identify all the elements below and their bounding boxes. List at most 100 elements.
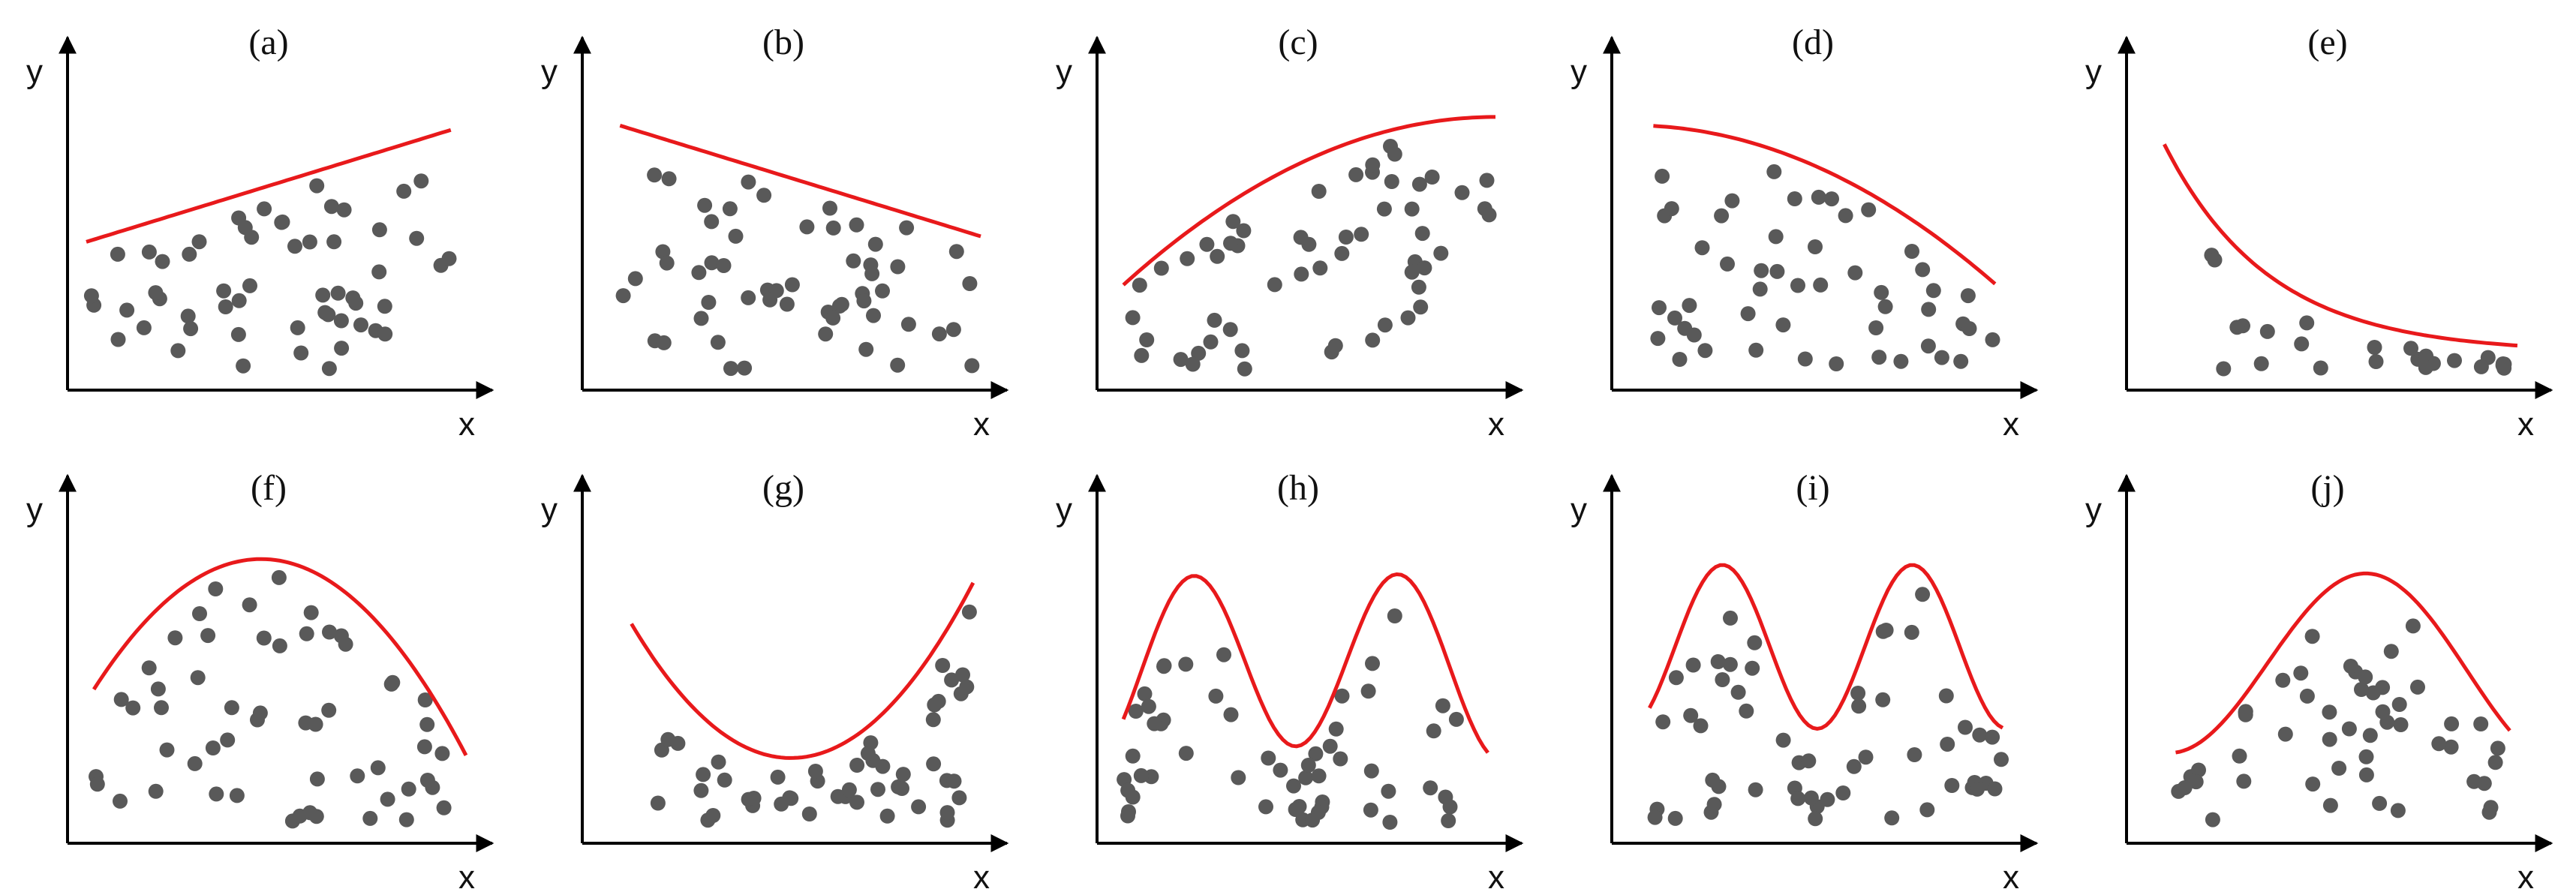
data-point	[396, 183, 412, 199]
data-point	[334, 341, 350, 356]
data-point	[722, 201, 738, 217]
panel-f: (f) y x	[26, 468, 494, 892]
data-point	[398, 812, 414, 827]
data-point	[2322, 704, 2337, 720]
data-point	[1404, 201, 1420, 217]
data-point	[148, 783, 164, 799]
data-point	[1724, 193, 1740, 209]
data-point	[1904, 244, 1919, 259]
data-point	[272, 638, 287, 653]
data-point	[380, 791, 395, 807]
x-axis-label: x	[2517, 406, 2534, 443]
data-point	[1128, 704, 1144, 719]
data-point	[1730, 684, 1746, 700]
data-point	[856, 293, 872, 309]
data-point	[1267, 277, 1282, 293]
data-point	[1846, 758, 1862, 774]
panel-title: (d)	[1792, 23, 1834, 62]
data-point	[2403, 341, 2418, 356]
data-point	[834, 296, 849, 312]
data-point	[205, 740, 221, 755]
y-axis-label: y	[541, 491, 558, 528]
panel-h: (h) y x	[1056, 468, 1524, 892]
data-point	[2354, 682, 2369, 697]
data-point	[2476, 776, 2492, 791]
data-point	[290, 320, 305, 335]
data-point	[1847, 265, 1863, 281]
data-point	[801, 806, 817, 821]
data-point	[1173, 352, 1189, 368]
data-point	[961, 604, 977, 620]
data-point	[83, 288, 99, 304]
data-point	[200, 628, 216, 644]
data-point	[2238, 707, 2253, 722]
data-point	[1137, 686, 1153, 701]
data-point	[895, 767, 911, 782]
data-point	[784, 277, 800, 293]
data-point	[627, 271, 643, 287]
data-point	[1404, 264, 1420, 280]
data-point	[1745, 660, 1760, 676]
data-point	[2253, 356, 2269, 371]
x-axis-label: x	[458, 859, 475, 892]
data-point	[417, 692, 433, 707]
data-point	[1223, 236, 1238, 251]
data-point	[1748, 342, 1764, 358]
data-point	[1705, 772, 1721, 788]
data-point	[1706, 797, 1722, 812]
data-point	[799, 219, 815, 235]
data-point	[945, 322, 961, 338]
data-point	[1668, 670, 1684, 686]
data-point	[858, 341, 874, 357]
boundary-curve	[630, 581, 975, 760]
panel-d: (d) y x	[1571, 23, 2039, 443]
data-point	[946, 773, 962, 789]
data-point	[2443, 739, 2459, 755]
data-point	[700, 812, 716, 828]
data-point	[1938, 688, 1954, 704]
data-point	[825, 220, 841, 236]
data-point	[292, 808, 308, 824]
data-point	[704, 214, 720, 230]
data-point	[1413, 299, 1429, 315]
data-point	[716, 258, 732, 273]
x-axis-label: x	[2003, 859, 2019, 892]
data-point	[299, 626, 314, 641]
data-point	[1236, 223, 1252, 239]
data-point	[320, 307, 336, 323]
data-point	[1667, 810, 1683, 826]
data-point	[1829, 356, 1844, 371]
panel-title: (c)	[1278, 23, 1318, 62]
data-point	[728, 228, 744, 244]
data-point	[1448, 711, 1464, 727]
data-point	[1650, 331, 1666, 347]
panel-e: (e) y x	[2085, 23, 2553, 443]
data-point	[659, 255, 675, 271]
data-point	[849, 794, 864, 810]
data-point	[1875, 692, 1891, 707]
data-point	[1985, 729, 2000, 745]
data-point	[1424, 170, 1440, 185]
x-axis-label: x	[1488, 859, 1504, 892]
data-point	[741, 174, 756, 190]
data-point	[1298, 770, 1314, 785]
data-point	[1454, 185, 1470, 200]
data-point	[2431, 736, 2447, 752]
data-point	[419, 716, 435, 732]
data-point	[1120, 808, 1135, 824]
data-point	[2322, 797, 2338, 813]
data-point	[1740, 306, 1756, 322]
data-point	[1308, 746, 1324, 761]
data-point	[110, 246, 125, 262]
data-point	[1125, 748, 1141, 764]
data-point	[1203, 334, 1219, 350]
data-point	[1682, 298, 1697, 314]
data-point	[125, 700, 141, 716]
data-point	[1694, 240, 1710, 256]
data-point	[1884, 810, 1900, 826]
data-point	[170, 343, 186, 359]
data-point	[362, 810, 378, 826]
data-point	[867, 236, 883, 252]
data-point	[2207, 252, 2223, 268]
data-point	[951, 790, 967, 806]
